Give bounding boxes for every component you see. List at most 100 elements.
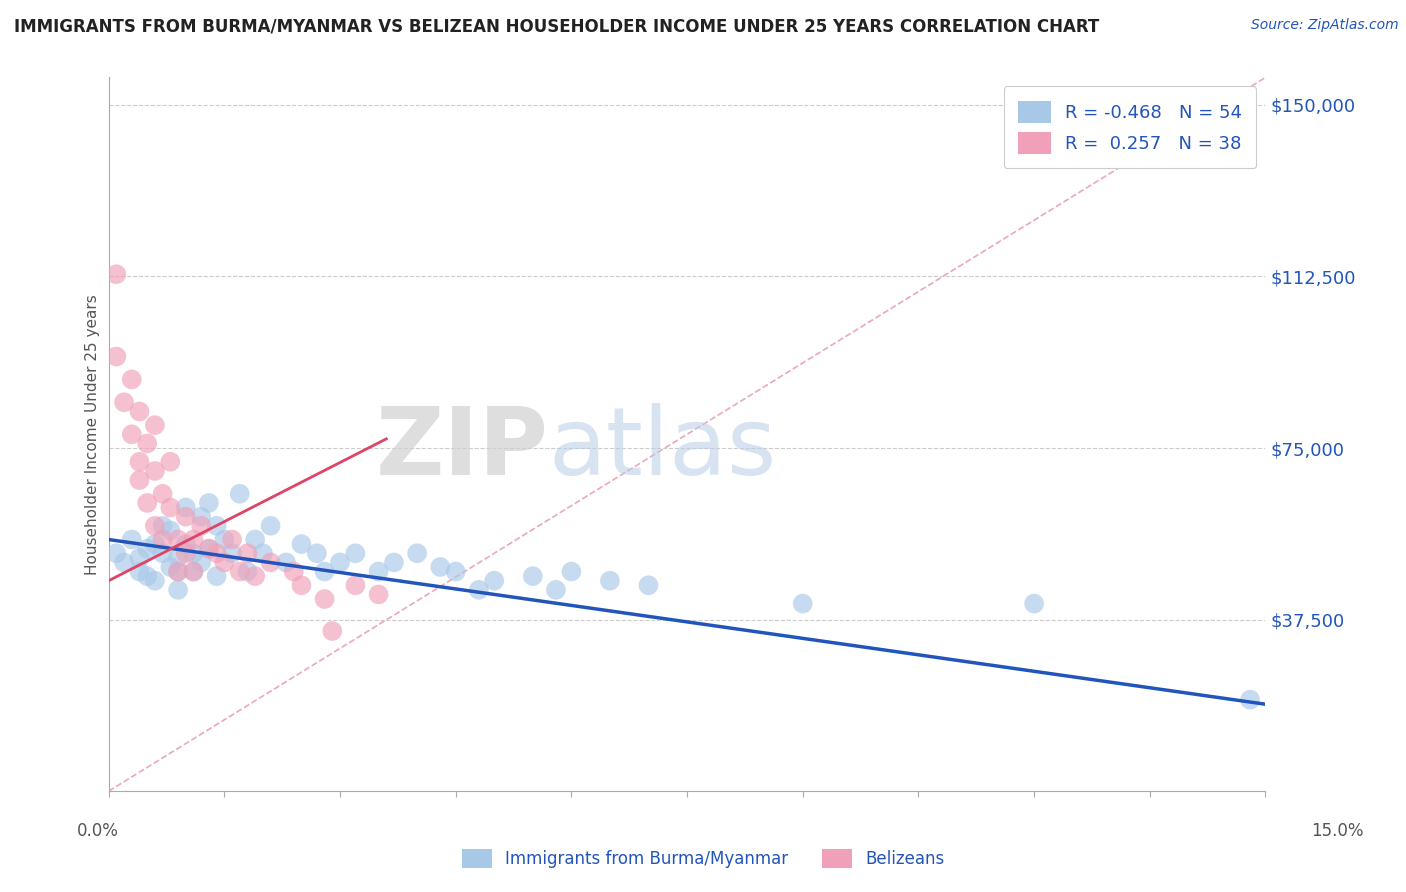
Point — [406, 546, 429, 560]
Legend: R = -0.468   N = 54, R =  0.257   N = 38: R = -0.468 N = 54, R = 0.257 N = 38 — [1004, 87, 1257, 169]
Point — [128, 404, 150, 418]
Text: IMMIGRANTS FROM BURMA/MYANMAR VS BELIZEAN HOUSEHOLDER INCOME UNDER 25 YEARS CORR: IMMIGRANTS FROM BURMA/MYANMAR VS BELIZEA… — [14, 18, 1099, 36]
Text: Source: ZipAtlas.com: Source: ZipAtlas.com — [1251, 18, 1399, 32]
Point — [314, 592, 336, 607]
Point — [128, 550, 150, 565]
Point — [143, 464, 166, 478]
Point — [167, 550, 190, 565]
Point — [274, 556, 297, 570]
Point — [382, 556, 405, 570]
Point — [205, 569, 228, 583]
Point — [252, 546, 274, 560]
Point — [560, 565, 582, 579]
Point — [105, 546, 128, 560]
Point — [128, 455, 150, 469]
Point — [121, 372, 143, 386]
Point — [105, 267, 128, 281]
Point — [329, 556, 352, 570]
Point — [290, 537, 312, 551]
Point — [1239, 692, 1261, 706]
Point — [599, 574, 621, 588]
Point — [143, 537, 166, 551]
Point — [344, 546, 367, 560]
Point — [152, 533, 174, 547]
Y-axis label: Householder Income Under 25 years: Householder Income Under 25 years — [86, 294, 100, 574]
Point — [121, 533, 143, 547]
Point — [190, 556, 212, 570]
Point — [190, 509, 212, 524]
Point — [444, 565, 467, 579]
Point — [183, 546, 205, 560]
Point — [143, 574, 166, 588]
Point — [259, 556, 281, 570]
Point — [143, 518, 166, 533]
Point — [174, 537, 197, 551]
Point — [522, 569, 544, 583]
Point — [468, 582, 491, 597]
Point — [314, 565, 336, 579]
Text: 0.0%: 0.0% — [77, 822, 120, 839]
Point — [121, 427, 143, 442]
Point — [214, 556, 236, 570]
Point — [136, 436, 159, 450]
Point — [143, 418, 166, 433]
Legend: Immigrants from Burma/Myanmar, Belizeans: Immigrants from Burma/Myanmar, Belizeans — [456, 843, 950, 875]
Point — [167, 565, 190, 579]
Point — [136, 541, 159, 556]
Point — [290, 578, 312, 592]
Point — [198, 541, 221, 556]
Point — [136, 496, 159, 510]
Point — [243, 569, 266, 583]
Point — [221, 533, 243, 547]
Text: atlas: atlas — [548, 402, 776, 494]
Point — [159, 524, 181, 538]
Point — [112, 395, 135, 409]
Point — [305, 546, 328, 560]
Point — [367, 565, 389, 579]
Point — [174, 509, 197, 524]
Text: 15.0%: 15.0% — [1312, 822, 1364, 839]
Point — [321, 624, 343, 638]
Point — [221, 546, 243, 560]
Point — [159, 455, 181, 469]
Point — [637, 578, 659, 592]
Point — [792, 597, 814, 611]
Point — [344, 578, 367, 592]
Point — [205, 518, 228, 533]
Point — [259, 518, 281, 533]
Point — [174, 546, 197, 560]
Point — [159, 560, 181, 574]
Point — [105, 350, 128, 364]
Point — [167, 533, 190, 547]
Point — [190, 518, 212, 533]
Point — [136, 569, 159, 583]
Point — [367, 587, 389, 601]
Point — [198, 541, 221, 556]
Point — [236, 546, 259, 560]
Point — [229, 565, 252, 579]
Point — [229, 487, 252, 501]
Point — [152, 518, 174, 533]
Point — [236, 565, 259, 579]
Point — [243, 533, 266, 547]
Point — [174, 500, 197, 515]
Point — [128, 565, 150, 579]
Point — [167, 565, 190, 579]
Point — [544, 582, 567, 597]
Point — [198, 496, 221, 510]
Point — [429, 560, 451, 574]
Point — [152, 487, 174, 501]
Point — [183, 565, 205, 579]
Point — [214, 533, 236, 547]
Point — [159, 500, 181, 515]
Point — [128, 473, 150, 487]
Text: ZIP: ZIP — [375, 402, 548, 494]
Point — [484, 574, 506, 588]
Point — [183, 565, 205, 579]
Point — [205, 546, 228, 560]
Point — [152, 546, 174, 560]
Point — [112, 556, 135, 570]
Point — [183, 533, 205, 547]
Point — [167, 582, 190, 597]
Point — [283, 565, 305, 579]
